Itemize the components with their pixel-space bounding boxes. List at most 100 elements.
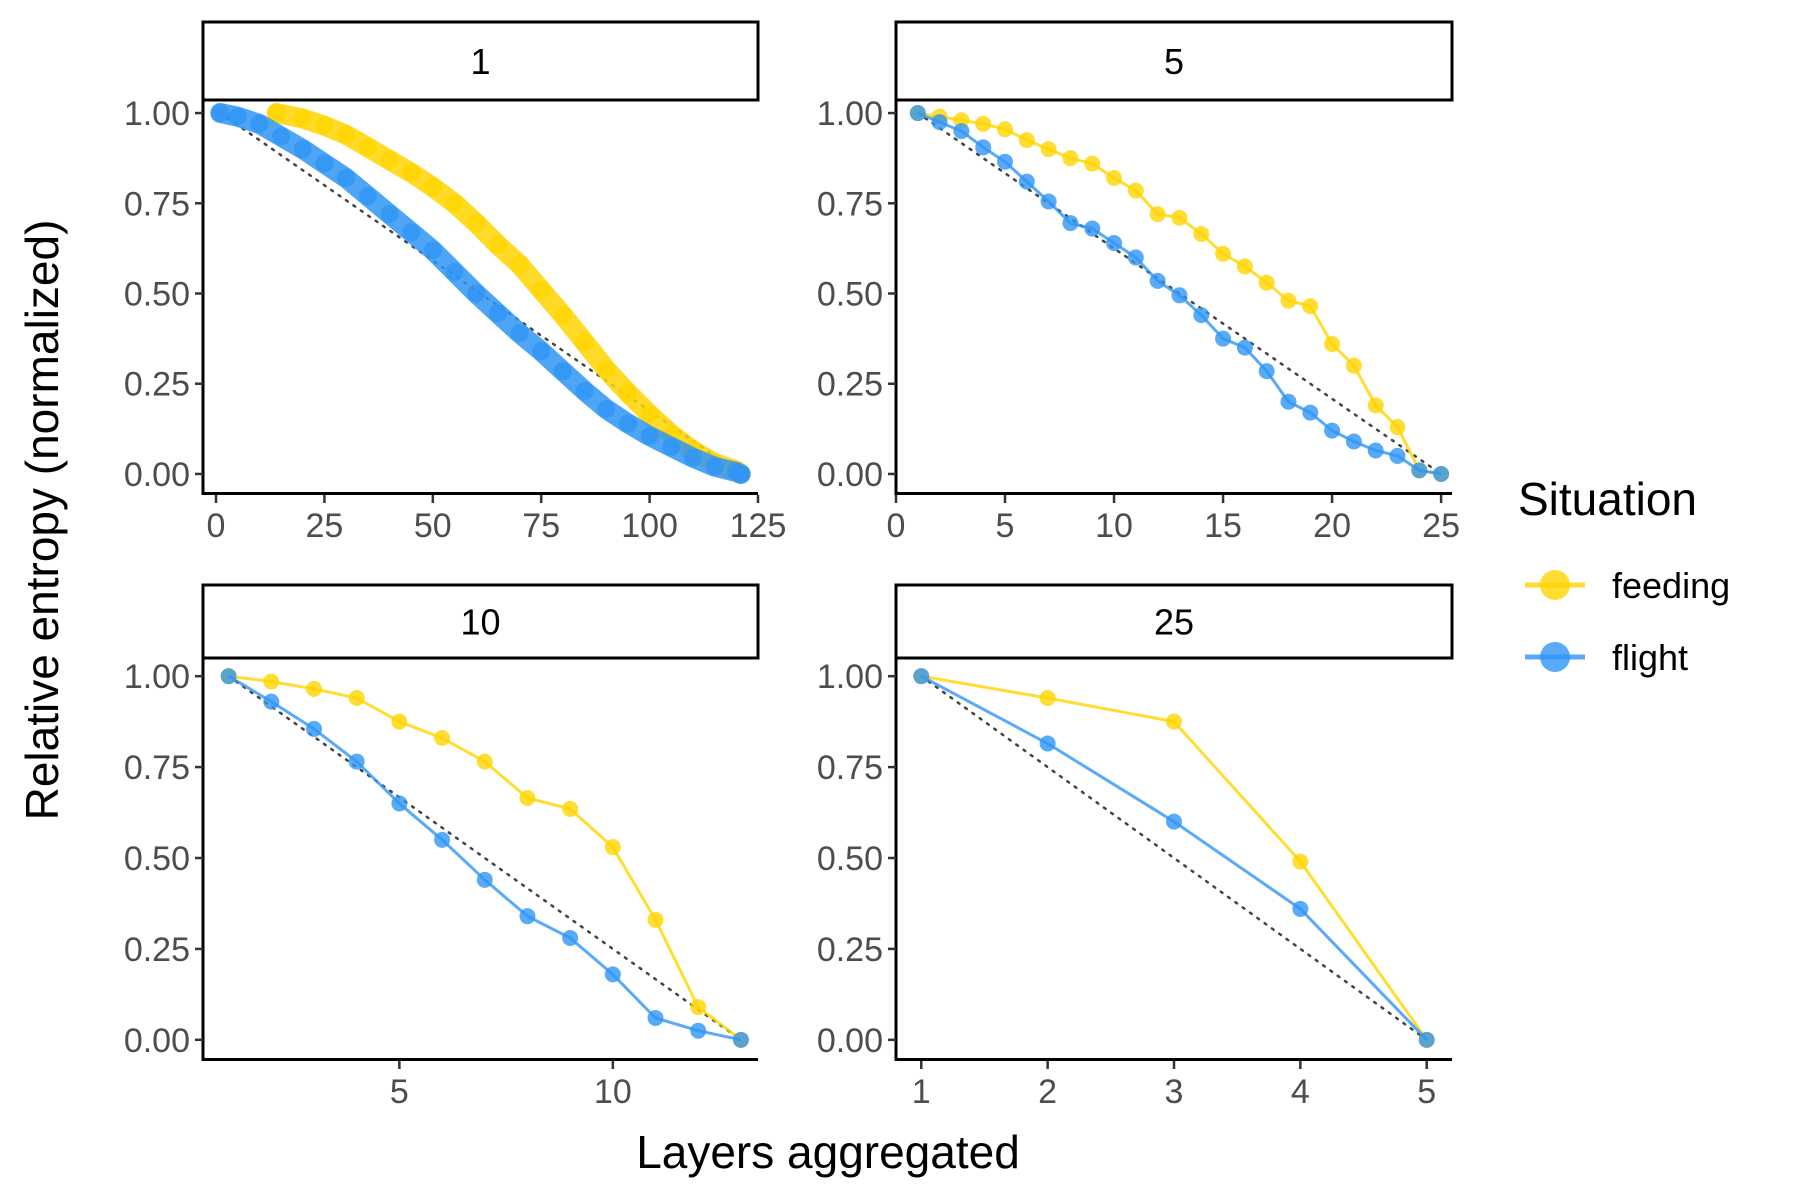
- strip-label: 25: [1154, 602, 1194, 643]
- data-point-flight: [228, 107, 247, 126]
- data-point-feeding: [467, 214, 486, 233]
- panel-10: 10 0.00 0.25 0.50 0.75 1.00 5 10: [124, 583, 760, 1111]
- data-point-flight: [263, 693, 280, 710]
- data-point-flight: [931, 114, 948, 131]
- data-point-feeding: [337, 125, 356, 144]
- y-tick-label: 0.50: [124, 840, 190, 878]
- x-tick-label: 1: [912, 1073, 931, 1111]
- legend-key-point: [1540, 570, 1570, 600]
- data-point-flight: [683, 448, 702, 467]
- data-point-feeding: [1018, 132, 1035, 149]
- series-flight: [909, 105, 1450, 482]
- data-point-flight: [1236, 339, 1253, 356]
- x-tick-label: 10: [594, 1073, 632, 1111]
- strip-label: 1: [470, 41, 490, 82]
- data-point-feeding: [423, 178, 442, 197]
- y-tick-label: 0.25: [817, 931, 883, 969]
- strip-box: [894, 20, 1454, 102]
- data-point-feeding: [575, 333, 594, 352]
- data-point-feeding: [604, 839, 621, 856]
- x-tick-label: 4: [1291, 1073, 1310, 1111]
- strip-label: 5: [1164, 41, 1184, 82]
- y-tick-label: 0.75: [124, 749, 190, 787]
- data-point-flight: [705, 457, 724, 476]
- data-point-feeding: [640, 405, 659, 424]
- data-point-flight: [1345, 433, 1362, 450]
- data-point-flight: [434, 831, 451, 848]
- data-point-flight: [380, 205, 399, 224]
- x-tick-label: 75: [522, 507, 560, 545]
- y-tick-label: 0.50: [124, 276, 190, 314]
- y-tick-label: 0.75: [817, 185, 883, 223]
- data-point-flight: [348, 753, 365, 770]
- data-point-flight: [731, 464, 750, 483]
- x-tick-label: 0: [887, 507, 906, 545]
- strip-box: [201, 583, 760, 660]
- x-tick-label: 0: [207, 507, 226, 545]
- data-point-feeding: [1193, 225, 1210, 242]
- data-point-flight: [953, 123, 970, 140]
- data-point-flight: [250, 114, 269, 133]
- data-point-flight: [553, 362, 572, 381]
- data-point-feeding: [1127, 182, 1144, 199]
- reference-line: [227, 674, 743, 1042]
- data-point-flight: [690, 1022, 707, 1039]
- data-point-flight: [315, 154, 334, 173]
- strip-label: 10: [460, 602, 500, 643]
- data-point-flight: [1084, 220, 1101, 237]
- data-point-feeding: [1367, 397, 1384, 414]
- data-point-flight: [1367, 442, 1384, 459]
- series-line-feeding: [921, 674, 1428, 1041]
- data-point-flight: [909, 105, 926, 122]
- data-point-feeding: [519, 790, 536, 806]
- data-point-flight: [1149, 272, 1166, 289]
- y-tick-label: 0.75: [124, 185, 190, 223]
- data-point-flight: [562, 930, 579, 946]
- data-point-flight: [1171, 287, 1188, 304]
- data-point-flight: [391, 795, 408, 812]
- series-feeding: [266, 103, 751, 484]
- data-point-flight: [1324, 422, 1341, 439]
- series-feeding: [913, 668, 1435, 1048]
- data-point-flight: [732, 1031, 749, 1048]
- legend-label-feeding: feeding: [1612, 565, 1730, 606]
- x-tick-label: 25: [305, 507, 343, 545]
- data-point-flight: [402, 223, 421, 242]
- data-point-feeding: [1106, 170, 1123, 187]
- y-tick-label: 0.00: [124, 456, 190, 494]
- data-point-feeding: [1215, 245, 1232, 262]
- data-point-flight: [913, 668, 930, 685]
- data-point-flight: [1389, 447, 1406, 464]
- data-point-flight: [640, 427, 659, 446]
- data-point-flight: [1292, 900, 1309, 917]
- strip-box: [894, 583, 1454, 660]
- data-point-feeding: [306, 680, 322, 697]
- legend-title: Situation: [1518, 473, 1697, 525]
- legend-key-point: [1540, 642, 1570, 672]
- data-point-feeding: [1062, 150, 1079, 167]
- data-point-feeding: [380, 150, 399, 169]
- data-point-feeding: [997, 121, 1014, 138]
- data-point-feeding: [348, 690, 365, 706]
- legend-label-flight: flight: [1612, 637, 1688, 678]
- data-point-flight: [1411, 462, 1428, 479]
- series-flight: [210, 103, 751, 484]
- data-point-flight: [997, 153, 1014, 170]
- data-point-feeding: [690, 999, 707, 1016]
- series-flight: [913, 668, 1435, 1048]
- data-point-feeding: [1258, 274, 1275, 291]
- data-point-flight: [337, 169, 356, 188]
- x-tick-label: 5: [1417, 1073, 1436, 1111]
- data-point-flight: [510, 324, 529, 343]
- data-point-flight: [1127, 249, 1144, 266]
- data-point-feeding: [476, 753, 493, 770]
- data-point-flight: [211, 104, 230, 123]
- data-point-feeding: [402, 163, 421, 182]
- y-tick-label: 0.75: [817, 749, 883, 787]
- data-point-feeding: [553, 306, 572, 325]
- data-point-flight: [1280, 393, 1297, 410]
- y-tick-label: 0.00: [817, 1022, 883, 1060]
- data-point-feeding: [562, 800, 579, 817]
- x-tick-label: 15: [1204, 507, 1242, 545]
